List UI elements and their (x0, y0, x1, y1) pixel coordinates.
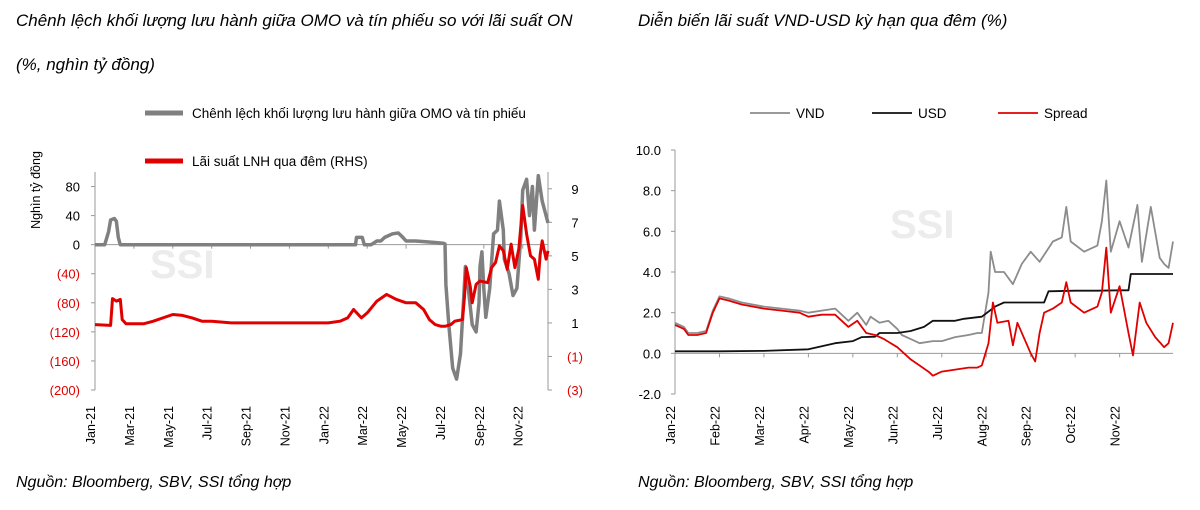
series-usd-line (675, 273, 1173, 353)
x-tick-label: Mar-22 (753, 406, 767, 446)
left-y-tick-label: (40) (57, 267, 80, 282)
left-y-tick-label: 80 (66, 180, 80, 195)
right-y-tick-label: 3 (571, 282, 578, 297)
legend-label-on-rate: Lãi suất LNH qua đêm (RHS) (192, 154, 368, 169)
left-chart-subtitle: (%, nghìn tỷ đồng) (16, 55, 155, 74)
right-y-tick-label: 9 (571, 182, 578, 197)
x-tick-label: Jul-22 (434, 406, 448, 440)
watermark: SSI (150, 243, 214, 287)
left-y-tick-label: (160) (50, 354, 80, 369)
right-chart-title: Diễn biến lãi suất VND-USD kỳ hạn qua đê… (638, 11, 1008, 30)
left-y-tick-label: (80) (57, 296, 80, 311)
legend-label-omo: Chênh lệch khối lượng lưu hành giữa OMO … (192, 106, 526, 121)
x-tick-label: Mar-22 (356, 406, 370, 446)
left-y-tick-label: (200) (50, 383, 80, 398)
x-tick-label: Apr-22 (797, 406, 811, 444)
x-tick-label: Nov-22 (1109, 406, 1123, 446)
x-tick-label: Sep-22 (1020, 406, 1034, 446)
left-chart-panel: Chênh lệch khối lượng lưu hành giữa OMO … (16, 11, 583, 491)
left-y-tick-label: 40 (66, 209, 80, 224)
y-tick-label: 10.0 (636, 143, 661, 158)
right-y-tick-label: 7 (571, 215, 578, 230)
y-tick-label: 0.0 (643, 346, 661, 361)
right-y-tick-label: (3) (567, 383, 583, 398)
series-on-rate-line (94, 204, 550, 328)
left-chart-title: Chênh lệch khối lượng lưu hành giữa OMO … (16, 11, 573, 30)
x-tick-label: Jan-22 (317, 406, 331, 444)
legend-label-spread: Spread (1044, 106, 1088, 121)
y-tick-label: 8.0 (643, 184, 661, 199)
legend-label-usd: USD (918, 106, 947, 121)
x-tick-label: Jul-22 (931, 406, 945, 440)
x-tick-label: Jun-22 (886, 406, 900, 444)
series-vnd-line (674, 179, 1174, 345)
left-chart-source: Nguồn: Bloomberg, SBV, SSI tổng hợp (16, 474, 292, 491)
x-tick-label: Jan-21 (84, 406, 98, 444)
y-tick-label: 6.0 (643, 224, 661, 239)
x-tick-label: Feb-22 (708, 406, 722, 446)
left-y-tick-label: 0 (73, 238, 80, 253)
left-y-axis-title: Nghìn tỷ đồng (29, 151, 43, 229)
right-y-tick-label: (1) (567, 349, 583, 364)
right-y-tick-label: 5 (571, 249, 578, 264)
series-spread-line (674, 246, 1174, 377)
x-tick-label: May-22 (395, 406, 409, 448)
x-tick-label: Aug-22 (975, 406, 989, 446)
y-tick-label: -2.0 (639, 387, 661, 402)
x-tick-label: May-22 (842, 406, 856, 448)
x-tick-label: Sep-21 (240, 406, 254, 446)
right-chart-source: Nguồn: Bloomberg, SBV, SSI tổng hợp (638, 474, 914, 491)
right-y-tick-label: 1 (571, 316, 578, 331)
x-tick-label: May-21 (162, 406, 176, 448)
x-tick-label: Mar-21 (123, 406, 137, 446)
x-tick-label: Jan-22 (664, 406, 678, 444)
x-tick-label: Oct-22 (1064, 406, 1078, 444)
x-tick-label: Nov-22 (512, 406, 526, 446)
x-tick-label: Jul-21 (201, 406, 215, 440)
series-omo-line (95, 173, 550, 381)
x-tick-label: Nov-21 (278, 406, 292, 446)
y-tick-label: 4.0 (643, 265, 661, 280)
right-chart-panel: Diễn biến lãi suất VND-USD kỳ hạn qua đê… (600, 0, 1200, 510)
left-y-tick-label: (120) (50, 325, 80, 340)
x-tick-label: Sep-22 (473, 406, 487, 446)
y-tick-label: 2.0 (643, 306, 661, 321)
legend-label-vnd: VND (796, 106, 825, 121)
left-chart-svg: SSI 80 40 0 (40) (80) (120) (160) (200) 9 7 5 3 1 (1) (… (29, 106, 583, 448)
watermark: SSI (890, 203, 954, 247)
